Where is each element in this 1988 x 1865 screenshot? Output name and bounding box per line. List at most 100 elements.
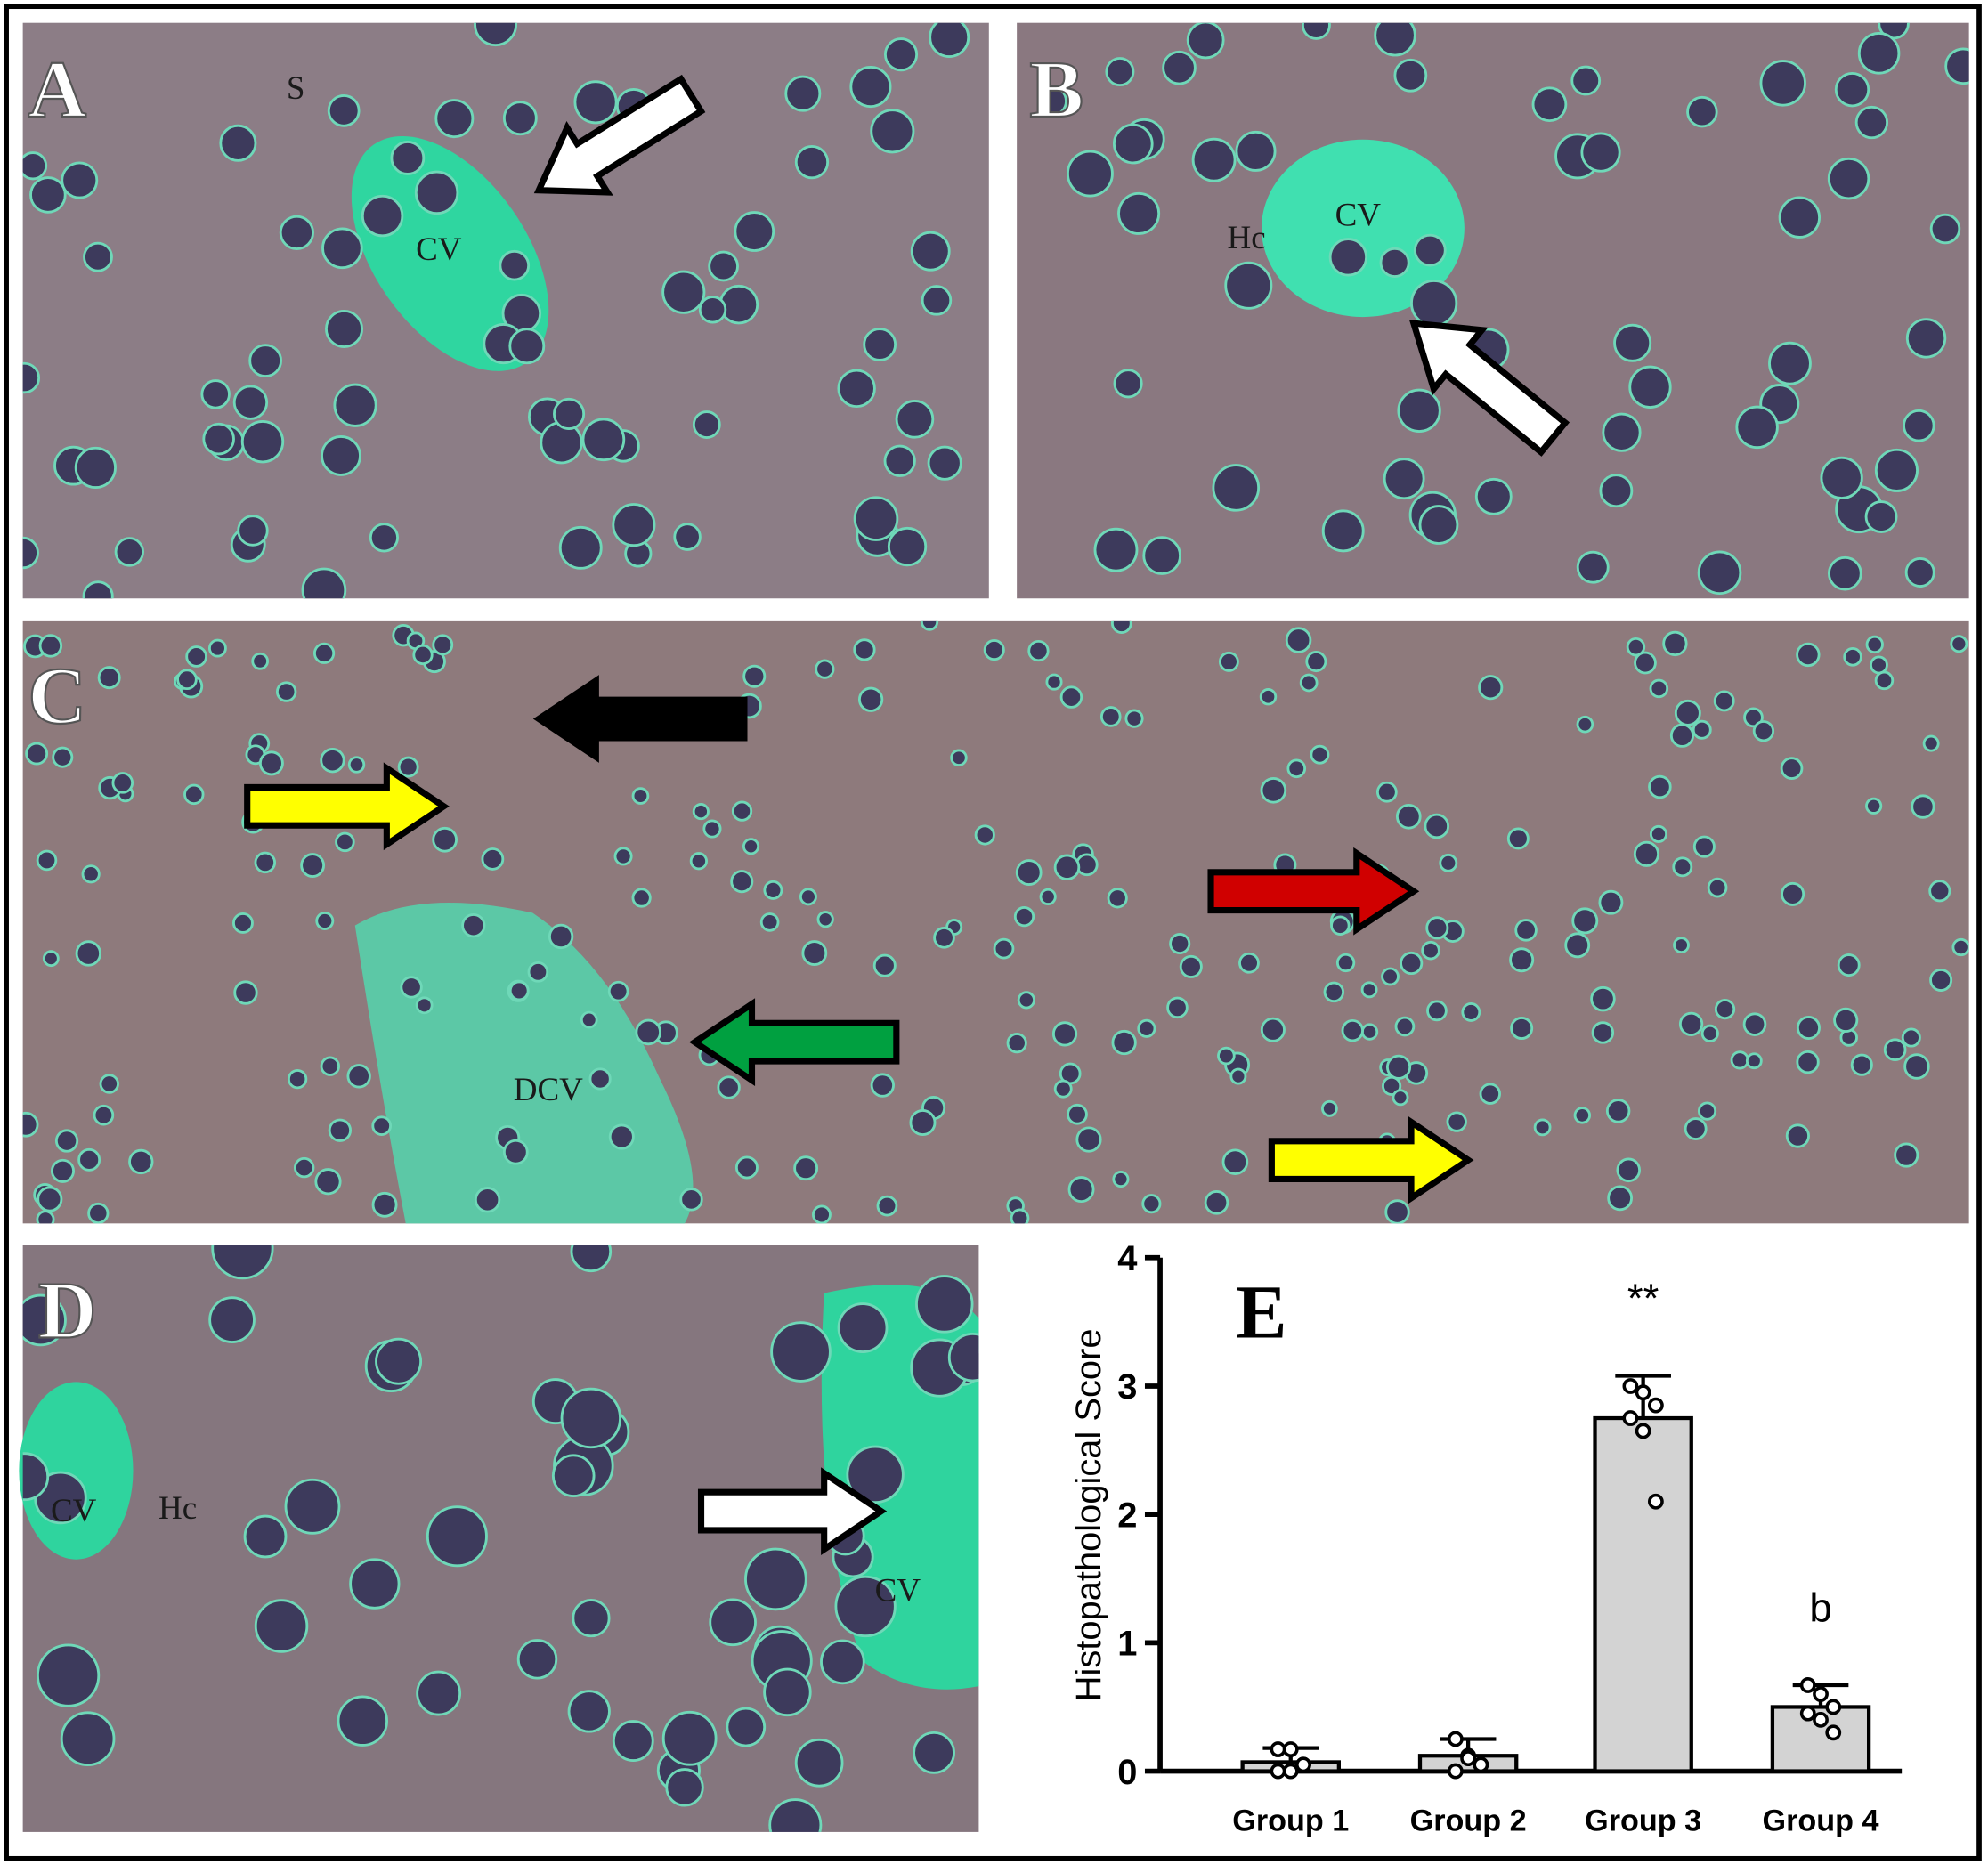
nucleus	[207, 638, 227, 658]
nucleus	[1260, 1017, 1286, 1042]
nucleus	[1075, 1126, 1102, 1153]
nucleus	[849, 65, 892, 109]
x-tick-label: Group 2	[1410, 1804, 1527, 1837]
nucleus	[1616, 1157, 1642, 1183]
nucleus	[258, 750, 284, 776]
nucleus	[1111, 1029, 1137, 1056]
nucleus	[1191, 137, 1237, 182]
nucleus	[1059, 685, 1083, 709]
nucleus	[1576, 715, 1594, 734]
nucleus	[1928, 880, 1951, 903]
nucleus	[1112, 123, 1154, 165]
nucleus	[974, 824, 995, 846]
nucleus	[1067, 1103, 1088, 1125]
nucleus	[183, 783, 205, 806]
nucleus	[1421, 940, 1440, 961]
nucleus	[1013, 906, 1035, 928]
nucleus	[527, 961, 549, 983]
nucleus	[799, 888, 817, 906]
nucleus	[1573, 1107, 1592, 1124]
y-tick-label: 3	[1117, 1367, 1137, 1407]
arrow	[533, 74, 706, 196]
nucleus	[1713, 690, 1735, 712]
nucleus	[815, 659, 835, 679]
nucleus	[1418, 505, 1459, 545]
nucleus	[1260, 776, 1287, 804]
nucleus	[1684, 1117, 1708, 1140]
y-tick-label: 0	[1117, 1753, 1137, 1792]
nucleus	[1678, 1011, 1704, 1036]
nucleus	[1564, 932, 1591, 959]
nucleus	[1360, 981, 1378, 999]
nucleus	[1571, 907, 1599, 935]
nucleus	[1323, 981, 1345, 1003]
nucleus	[22, 1111, 39, 1138]
nucleus	[588, 1067, 612, 1091]
nucleus	[93, 1104, 115, 1126]
nucleus	[1162, 50, 1197, 85]
nucleus	[742, 838, 760, 855]
nucleus	[698, 296, 727, 324]
nucleus	[870, 1073, 895, 1098]
nucleus	[1686, 95, 1718, 128]
nucleus	[397, 756, 419, 778]
nucleus	[1341, 1018, 1364, 1042]
y-axis-label: Histopathological Score	[1069, 1328, 1108, 1701]
nucleus	[1413, 233, 1447, 267]
nucleus	[631, 888, 652, 908]
nucleus	[114, 537, 145, 567]
nucleus	[481, 847, 505, 871]
nucleus	[1410, 280, 1458, 328]
nucleus	[1951, 937, 1969, 957]
nucleus	[883, 444, 916, 477]
nucleus	[314, 1168, 342, 1196]
nuclei-group	[22, 1245, 979, 1832]
nucleus	[1843, 647, 1862, 667]
nucleus	[508, 980, 530, 1001]
nucleus	[929, 22, 970, 58]
nucleus	[1626, 637, 1646, 657]
nucleus	[1674, 699, 1701, 726]
nucleus	[927, 445, 962, 481]
nucleus	[1707, 877, 1728, 898]
nucleus	[1780, 757, 1804, 780]
nucleus	[375, 1337, 423, 1385]
nucleus	[1599, 474, 1634, 508]
data-point	[1270, 1741, 1286, 1757]
nucleus	[1697, 550, 1742, 596]
data-point	[1460, 1750, 1477, 1767]
nucleus	[1605, 1099, 1631, 1123]
nucleus	[793, 1155, 819, 1181]
nucleus	[1602, 412, 1642, 452]
annotation: b	[1809, 1585, 1831, 1631]
nucleus	[52, 746, 74, 768]
nucleus	[1864, 500, 1898, 533]
data-point	[1825, 1724, 1842, 1741]
nucleus	[1828, 555, 1862, 591]
nucleus	[734, 211, 775, 252]
nucleus	[993, 937, 1015, 960]
nucleus	[22, 151, 48, 181]
nucleus	[200, 379, 231, 409]
nucleus	[702, 819, 722, 839]
data-point	[1647, 1397, 1664, 1414]
nucleus	[581, 418, 626, 462]
y-tick-label: 1	[1117, 1625, 1137, 1664]
arrow	[1207, 847, 1420, 936]
nucleus	[54, 1129, 79, 1153]
nucleus	[1053, 854, 1081, 880]
nucleus	[1735, 405, 1779, 450]
nucleus	[1051, 1021, 1078, 1047]
nucleus	[1745, 1052, 1763, 1070]
nucleus	[1285, 627, 1312, 653]
nucleus	[1045, 673, 1063, 691]
nucleus	[812, 1204, 832, 1224]
nucleus	[390, 141, 426, 175]
nucleus	[1113, 369, 1143, 399]
nucleus	[837, 1302, 889, 1353]
nucleus	[185, 645, 207, 668]
nucleus	[371, 1191, 398, 1218]
nucleus	[794, 1738, 844, 1788]
nucleus	[734, 1155, 759, 1180]
nucleus	[1142, 536, 1181, 575]
